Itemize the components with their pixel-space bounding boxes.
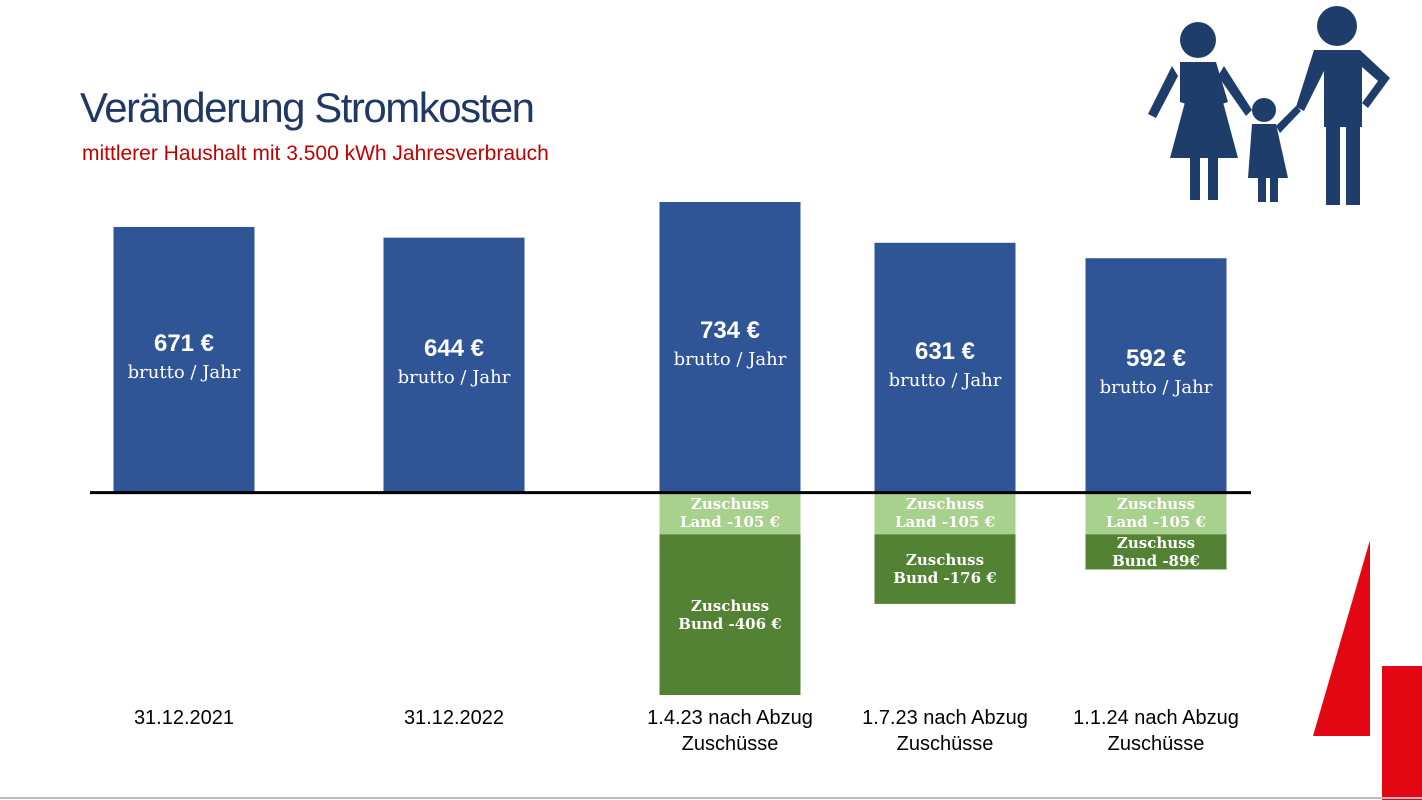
segment-label: Zuschuss Bund -89€ (1112, 533, 1200, 570)
family-icon (1148, 6, 1390, 205)
bar-segment (659, 202, 801, 493)
series-label: brutto / Jahr (397, 367, 511, 389)
bar-segment (874, 242, 1016, 493)
chart-title: Veränderung Stromkosten (80, 84, 535, 131)
segment-label: Zuschuss Bund -406 € (678, 596, 782, 633)
bar-segment (1085, 258, 1227, 493)
x-tick-label: 1.7.23 nach Abzug Zuschüsse (862, 707, 1028, 755)
bar-segment (659, 492, 801, 535)
series-label: brutto / Jahr (888, 369, 1002, 391)
chart-subtitle: mittlerer Haushalt mit 3.500 kWh Jahresv… (82, 142, 549, 165)
bar-segment (659, 534, 801, 695)
corner-decoration (1313, 540, 1422, 800)
value-label: 734 € (699, 317, 761, 345)
series-label: brutto / Jahr (673, 349, 787, 371)
series-label: brutto / Jahr (127, 361, 241, 383)
bar-segment (874, 492, 1016, 535)
segment-label: Zuschuss Bund -176 € (893, 551, 997, 588)
bar-segment (1085, 492, 1227, 535)
bar-segment (383, 237, 525, 493)
segment-label: Zuschuss Land -105 € (894, 495, 996, 532)
value-label: 671 € (153, 329, 215, 357)
segment-label: Zuschuss Land -105 € (679, 495, 781, 532)
x-tick-label: 1.4.23 nach Abzug Zuschüsse (647, 707, 813, 755)
value-label: 592 € (1125, 345, 1187, 373)
value-label: 631 € (914, 337, 976, 365)
series-label: brutto / Jahr (1099, 377, 1213, 399)
x-tick-label: 1.1.24 nach Abzug Zuschüsse (1073, 707, 1239, 755)
segment-label: Zuschuss Land -105 € (1105, 495, 1207, 532)
bar-segment (113, 226, 255, 493)
x-tick-label: 31.12.2022 (403, 707, 505, 729)
x-tick-label: 31.12.2021 (133, 707, 235, 729)
value-label: 644 € (423, 335, 485, 363)
bar-segment (874, 534, 1016, 604)
bar-segment (1085, 534, 1227, 570)
